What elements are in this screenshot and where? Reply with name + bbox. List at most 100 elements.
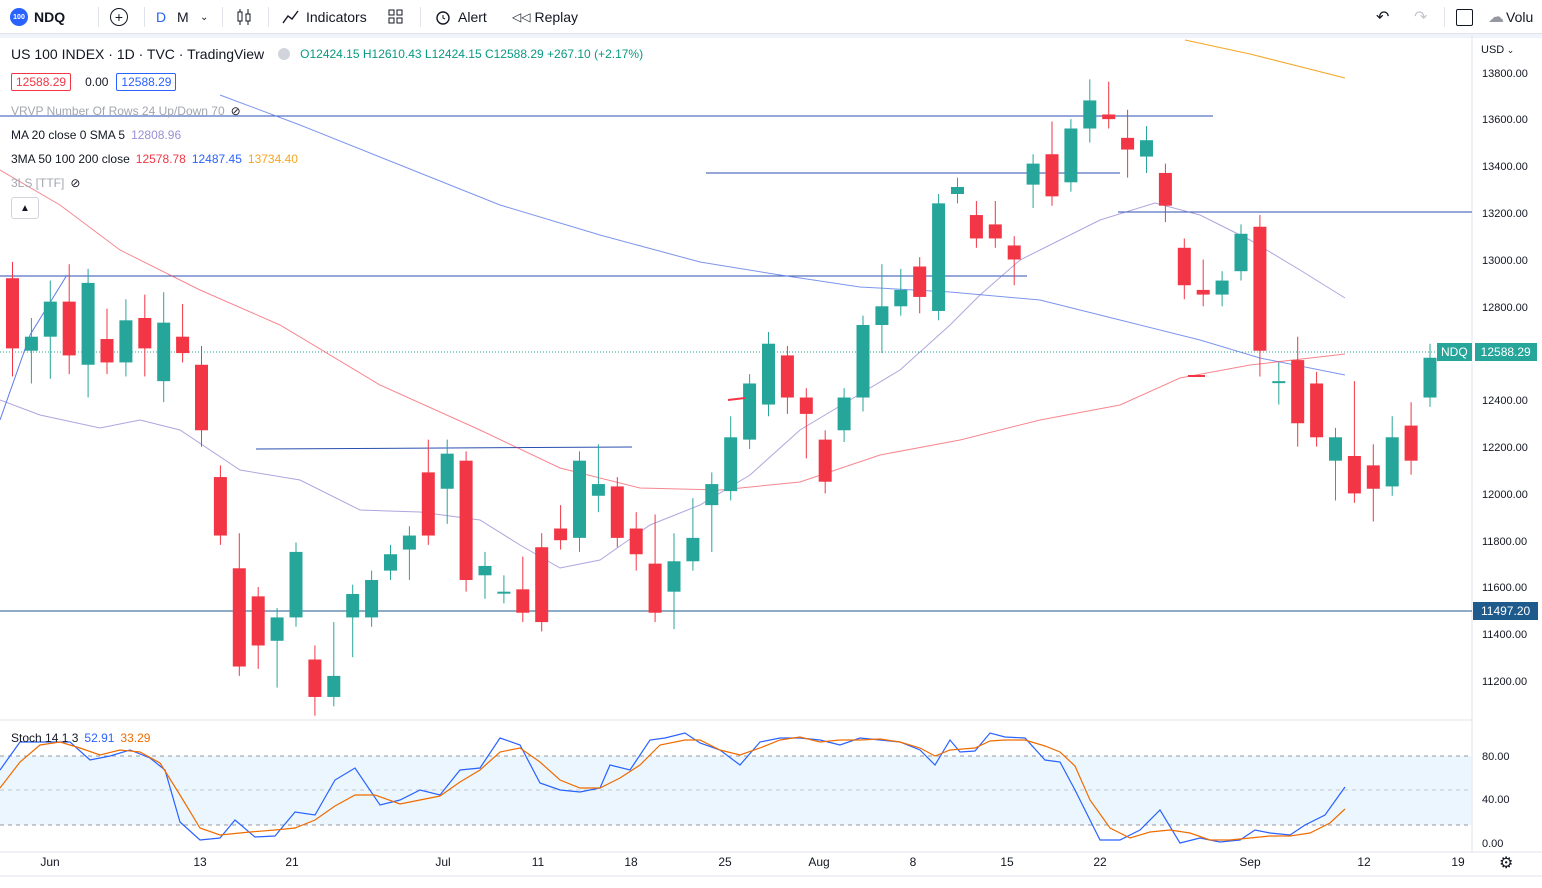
compare-button[interactable]: + [110,0,128,34]
candle-up [440,453,454,489]
candlestick-series [6,79,1437,716]
legend-vrvp[interactable]: VRVP Number Of Rows 24 Up/Down 70 ⊘ [11,104,241,118]
sma-200-line [1184,39,1346,79]
eye-off-icon[interactable]: ⊘ [230,104,241,118]
candle-down [913,266,927,297]
candle-up [1215,280,1229,295]
candle-up [743,383,757,440]
price-axis[interactable]: 13800.00 13600.00 13400.00 13200.00 13000.00… [1472,36,1542,720]
settings-button[interactable]: ⚙ [1499,853,1513,873]
candle-down [969,215,983,239]
sma-50-line [0,169,1346,491]
candle-up [667,561,681,592]
candle-up [1423,357,1437,398]
symbol-search[interactable]: 100 NDQ [10,0,65,34]
price-tick: 13200.00 [1482,208,1528,221]
chevron-up-icon: ▲ [20,202,30,214]
spread-value: 0.00 [85,75,109,89]
redo-icon: ↷ [1414,9,1428,26]
candle-down [1158,172,1172,206]
candle-down [1007,245,1021,260]
candle-up [1083,100,1097,129]
time-tick: 18 [624,855,638,869]
sma-100-line [219,94,1346,376]
price-tick: 11800.00 [1482,535,1528,548]
square-icon [1456,8,1473,26]
candle-down [100,339,114,363]
candle-down [629,528,643,555]
candle-down [232,568,246,667]
price-tick: 11200.00 [1482,675,1528,688]
time-tick: 25 [718,855,732,869]
candle-up [1026,163,1040,185]
candle-down [308,659,322,697]
candle-down [1045,154,1059,197]
rewind-icon: ◁◁ [512,10,531,24]
price-tick: 12200.00 [1482,441,1528,454]
candle-down [1404,425,1418,461]
stoch-d-line [0,736,1346,841]
collapse-legend-button[interactable]: ▲ [11,197,39,219]
time-tick: 11 [531,855,545,869]
templates-button[interactable] [388,0,404,34]
volume-button[interactable]: ☁ Volu [1488,9,1534,26]
time-tick: 12 [1357,855,1371,869]
indicators-button[interactable]: Indicators [282,0,367,34]
candle-down [799,397,813,414]
legend-ma[interactable]: MA 20 close 0 SMA 5 12808.96 [11,128,182,142]
candle-down [6,278,19,349]
interval-m[interactable]: M [177,9,189,25]
candle-up [762,343,775,405]
candle-up [81,282,95,365]
candle-up [157,322,171,382]
candle-up [478,565,492,576]
candle-down [195,364,208,431]
chart-type-button[interactable] [236,0,252,34]
ask-box[interactable]: 12588.29 [116,73,177,91]
candle-up [497,591,511,594]
legend-3ls[interactable]: 3LS [TTF] ⊘ [11,176,81,190]
stoch-tick: 40.00 [1482,794,1510,807]
candle-up [856,325,870,398]
currency-selector[interactable]: USD ⌄ [1481,44,1515,56]
alert-button[interactable]: Alert [434,0,487,34]
replay-button[interactable]: ◁◁ Replay [512,9,579,25]
alarm-clock-icon [436,11,450,25]
candle-down [62,301,76,356]
legend-dot-icon [278,48,291,60]
candle-up [346,594,360,618]
interval-dropdown[interactable]: ⌄ [200,0,208,34]
legend-title[interactable]: US 100 INDEX · 1D · TVC · TradingView [11,46,265,62]
legend-3ma[interactable]: 3MA 50 100 200 close 12578.78 12487.45 1… [11,152,298,166]
interval-d[interactable]: D [156,9,167,25]
candle-up [43,301,57,337]
candle-down [1196,289,1210,295]
candle-up [705,484,719,506]
candle-down [1253,226,1267,351]
candles-icon [237,9,251,25]
time-tick: 21 [285,855,299,869]
symbol-name: NDQ [34,9,66,25]
candle-down [1310,383,1324,438]
price-tick: 12400.00 [1482,395,1528,408]
time-tick: Jun [40,855,60,869]
candle-down [421,472,435,536]
candle-down [516,589,530,613]
eye-off-icon[interactable]: ⊘ [70,176,81,190]
candle-up [402,535,416,550]
price-tick: 11600.00 [1482,582,1528,595]
level-price-label: 11497.20 [1473,602,1539,620]
fullscreen-button[interactable] [1456,0,1473,34]
candle-up [837,397,851,431]
candle-down [1177,247,1191,286]
redo-button[interactable]: ↷ [1414,0,1427,34]
legend-stoch[interactable]: Stoch 14 1 3 52.91 33.29 [11,731,151,745]
gear-icon: ⚙ [1499,855,1514,872]
bid-box[interactable]: 12588.29 [11,73,72,91]
undo-button[interactable]: ↶ [1376,0,1389,34]
candle-down [459,460,473,580]
candle-up [289,551,303,618]
candle-down [213,477,227,536]
candle-up [1272,381,1286,384]
